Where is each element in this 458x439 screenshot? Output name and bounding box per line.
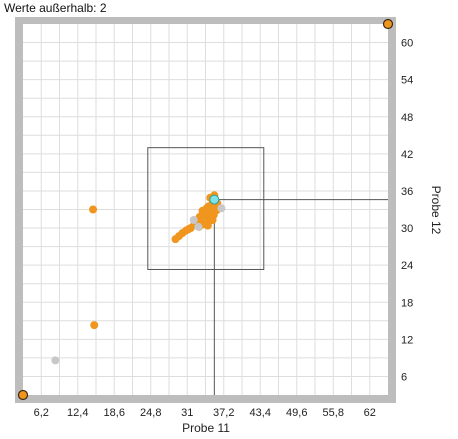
y-axis-title: Probe 12: [429, 186, 443, 235]
x-tick-label: 43,4: [250, 407, 271, 419]
data-point-inactive: [51, 356, 60, 365]
y-tick-label: 6: [401, 371, 407, 383]
y-tick-label: 48: [401, 112, 413, 124]
x-tick-label: 6,2: [34, 407, 49, 419]
data-point-inactive: [189, 216, 198, 225]
handle-bottom-left: [17, 389, 29, 401]
y-tick-label: 60: [401, 38, 413, 50]
data-point: [171, 235, 180, 244]
y-tick-label: 18: [401, 297, 413, 309]
data-point-inactive: [217, 204, 226, 213]
y-tick-label: 30: [401, 223, 413, 235]
x-tick-label: 55,8: [323, 407, 344, 419]
x-tick-label: 49,6: [286, 407, 307, 419]
data-point: [89, 205, 98, 214]
x-tick-label: 12,4: [67, 407, 88, 419]
y-tick-label: 36: [401, 186, 413, 198]
data-point-inactive: [194, 222, 203, 231]
x-tick-label: 24,8: [140, 407, 161, 419]
selection-rectangle: [147, 147, 265, 270]
selection-layer: [147, 147, 388, 395]
y-tick-label: 12: [401, 334, 413, 346]
points-layer: [51, 191, 226, 365]
y-tick-label: 42: [401, 149, 413, 161]
x-tick-label: 37,2: [213, 407, 234, 419]
data-point: [184, 225, 193, 234]
handle-top-right: [382, 18, 394, 30]
x-axis-title: Probe 11: [182, 421, 230, 435]
y-tick-label: 54: [401, 75, 413, 87]
outside-values-label: Werte außerhalb: 2: [4, 1, 107, 15]
y-tick-label: 24: [401, 260, 413, 272]
data-point: [202, 212, 211, 221]
x-tick-label: 18,6: [104, 407, 125, 419]
data-point: [90, 321, 99, 330]
data-point: [203, 221, 212, 230]
handles-layer: [17, 18, 394, 401]
selected-data-point: [209, 194, 220, 205]
y-tick-labels: 6 12 18 24 30 36 42 48 54 60: [401, 38, 413, 384]
x-tick-label: 31: [181, 407, 193, 419]
x-tick-label: 62: [364, 407, 376, 419]
x-tick-labels: 6,2 12,4 18,6 24,8 31 37,2 43,4 49,6 55,8 62: [34, 407, 376, 419]
